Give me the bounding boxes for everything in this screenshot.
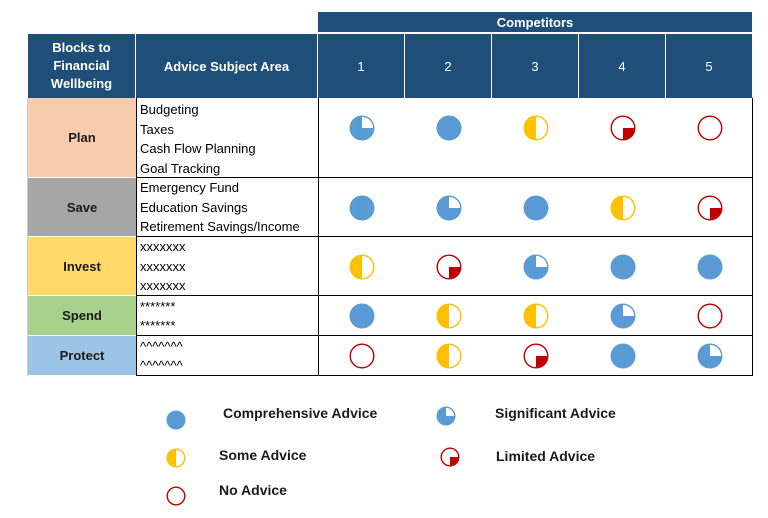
subject-item: ^^^^^^^ xyxy=(140,338,183,354)
half-circle-icon xyxy=(609,194,636,221)
half-circle-icon xyxy=(348,253,375,280)
subject-item: Taxes xyxy=(140,121,174,137)
subject-area-invest: xxxxxxx xxxxxxx xxxxxxx xyxy=(136,237,318,296)
subject-item: Budgeting xyxy=(140,102,199,117)
full-circle-icon xyxy=(609,343,636,369)
empty-circle-icon xyxy=(348,343,375,369)
legend-label-significant: Significant Advice xyxy=(495,405,616,421)
empty-circle-icon xyxy=(696,115,723,141)
quarter-circle-icon xyxy=(696,194,723,221)
legend-label-some: Some Advice xyxy=(219,447,307,463)
half-circle-icon xyxy=(166,448,186,468)
empty-circle-icon xyxy=(166,486,186,506)
quarter-circle-icon xyxy=(435,253,462,280)
subject-item: xxxxxxx xyxy=(140,239,186,255)
block-invest: Invest xyxy=(28,237,136,296)
half-circle-icon xyxy=(435,303,462,329)
subject-item: Emergency Fund xyxy=(140,180,239,196)
block-header-line: Financial xyxy=(53,58,110,73)
block-header-line: Blocks to xyxy=(52,40,111,55)
competitor-header-1: 1 xyxy=(318,34,405,98)
three-quarter-circle-icon xyxy=(609,303,636,329)
quarter-circle-icon xyxy=(522,343,549,369)
competitor-header-5: 5 xyxy=(666,34,752,98)
full-circle-icon xyxy=(166,410,186,430)
left-border xyxy=(27,98,28,376)
legend-label-comprehensive: Comprehensive Advice xyxy=(223,405,378,421)
quarter-circle-icon xyxy=(440,447,460,467)
competitor-header-2: 2 xyxy=(405,34,492,98)
three-quarter-circle-icon xyxy=(696,343,723,369)
subject-item: xxxxxxx xyxy=(140,258,186,274)
three-quarter-circle-icon xyxy=(522,253,549,280)
subject-item: Goal Tracking xyxy=(140,160,221,176)
competitor-number: 3 xyxy=(531,58,539,74)
full-circle-icon xyxy=(522,194,549,221)
full-circle-icon xyxy=(609,253,636,280)
full-circle-icon xyxy=(348,194,375,221)
competitor-number: 1 xyxy=(357,58,365,74)
quarter-circle-icon xyxy=(609,115,636,141)
competitors-label: Competitors xyxy=(496,14,574,30)
competitors-header: Competitors xyxy=(318,12,752,32)
half-circle-icon xyxy=(522,303,549,329)
full-circle-icon xyxy=(696,253,723,280)
three-quarter-circle-icon xyxy=(436,406,456,426)
block-header-label: Blocks to Financial Wellbeing xyxy=(51,39,112,93)
column-divider xyxy=(318,98,319,376)
row-divider xyxy=(136,236,753,237)
full-circle-icon xyxy=(435,115,462,141)
half-circle-icon xyxy=(435,343,462,369)
block-header: Blocks to Financial Wellbeing xyxy=(28,34,136,98)
full-circle-icon xyxy=(348,303,375,329)
competitor-header-4: 4 xyxy=(579,34,666,98)
row-divider xyxy=(136,295,753,296)
competitor-number: 5 xyxy=(705,58,713,74)
block-plan: Plan xyxy=(28,98,136,178)
subject-item: Cash Flow Planning xyxy=(140,141,256,156)
block-spend: Spend xyxy=(28,296,136,336)
column-divider xyxy=(752,98,753,376)
subject-area-plan: Budgeting Taxes Cash Flow Planning Goal Tra… xyxy=(136,98,318,178)
subject-item: ******* xyxy=(140,318,176,333)
block-save: Save xyxy=(28,178,136,237)
subject-area-save: Emergency Fund Education Savings Retiremen… xyxy=(136,178,318,237)
legend-label-limited: Limited Advice xyxy=(496,448,596,464)
subject-item: xxxxxxx xyxy=(140,278,186,294)
subject-item: ^^^^^^^ xyxy=(140,358,183,373)
three-quarter-circle-icon xyxy=(435,194,462,221)
row-divider xyxy=(136,177,753,178)
competitor-number: 2 xyxy=(444,58,452,74)
subject-header-label: Advice Subject Area xyxy=(163,58,290,74)
subject-area-spend: ******* ******* xyxy=(136,296,318,336)
empty-circle-icon xyxy=(696,303,723,329)
half-circle-icon xyxy=(522,115,549,141)
subject-header: Advice Subject Area xyxy=(136,34,318,98)
subject-area-protect: ^^^^^^^ ^^^^^^^ xyxy=(136,336,318,376)
subject-item: Education Savings xyxy=(140,199,248,215)
block-protect: Protect xyxy=(28,336,136,376)
three-quarter-circle-icon xyxy=(348,115,375,141)
legend-label-none: No Advice xyxy=(219,482,287,498)
row-divider xyxy=(136,375,753,376)
block-header-line: Wellbeing xyxy=(50,76,113,91)
subject-item: Retirement Savings/Income xyxy=(140,219,300,235)
competitor-header-3: 3 xyxy=(492,34,579,98)
subject-item: ******* xyxy=(140,298,176,314)
row-divider xyxy=(136,335,753,336)
competitor-number: 4 xyxy=(618,58,626,74)
